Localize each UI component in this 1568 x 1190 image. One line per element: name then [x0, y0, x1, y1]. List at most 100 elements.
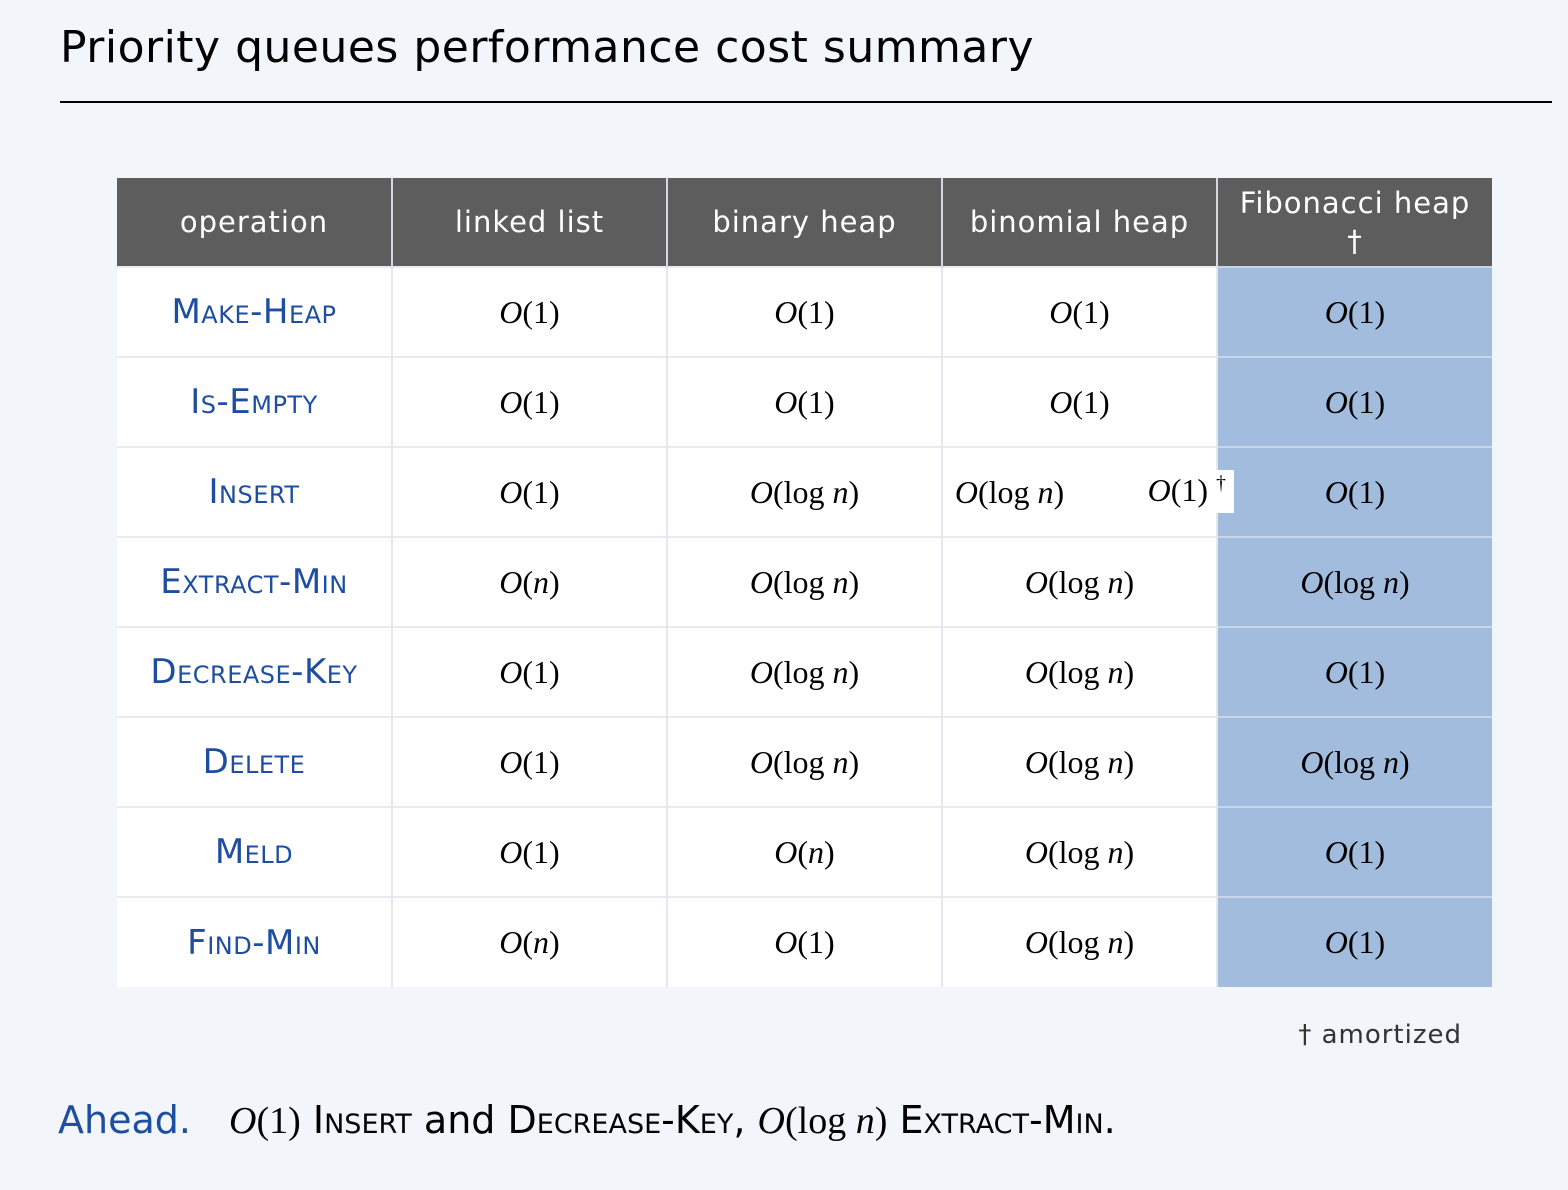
operation-name: Insert — [208, 472, 300, 512]
cost-cell-fib: O(1) — [1216, 896, 1492, 987]
annotation-dagger: † — [1216, 472, 1226, 494]
cost-value: O(log n) — [1024, 653, 1135, 690]
cost-value: O(1) — [1324, 924, 1386, 960]
ahead-op-2: Decrease-Key, — [507, 1098, 746, 1142]
cost-cell-binomial: O(log n) — [941, 536, 1217, 627]
operation-cell: Meld — [117, 806, 392, 897]
cost-value: O(1) — [1324, 473, 1386, 510]
cost-value: O(1) — [499, 653, 560, 690]
cost-cell-binomial: O(log n) O(1) † — [941, 446, 1234, 537]
cost-cell-binary: O(log n) — [666, 536, 942, 627]
cost-value: O(log n) — [1300, 563, 1410, 600]
operation-cell: Decrease-Key — [117, 626, 392, 717]
page-title: Priority queues performance cost summary — [60, 22, 1035, 73]
cost-cell-binary: O(1) — [666, 266, 942, 357]
operation-cell: Is-Empty — [117, 356, 392, 447]
header-fibonacci-heap: Fibonacci heap † — [1216, 178, 1492, 267]
cost-value: O(log n) — [1024, 563, 1135, 600]
ahead-and: and — [423, 1098, 496, 1142]
cost-value: O(1) — [1049, 383, 1110, 420]
cost-cell-binomial: O(1) — [941, 266, 1217, 357]
table-row: Extract-Min O(n) O(log n) O(log n) O(log n) — [117, 536, 1492, 627]
cost-cell-fib: O(1) — [1216, 446, 1492, 537]
operation-cell: Find-Min — [117, 896, 392, 987]
cost-value: O(log n) — [1024, 924, 1135, 960]
cost-cell-fib: O(log n) — [1216, 536, 1492, 627]
table-row: Insert O(1) O(log n) O(log n) O(1) † O(1) — [117, 446, 1492, 537]
cost-value: O(1) — [1324, 833, 1386, 870]
cost-cell-fib: O(log n) — [1216, 716, 1492, 807]
header-fibonacci-label: Fibonacci heap — [1239, 186, 1471, 220]
cost-value: O(1) — [774, 924, 835, 960]
cost-cell-linked: O(1) — [391, 716, 667, 807]
cost-cell-linked: O(1) — [391, 266, 667, 357]
cost-value: O(n) — [499, 563, 560, 600]
cost-value: O(1) — [499, 383, 560, 420]
table-row: Meld O(1) O(n) O(log n) O(1) — [117, 806, 1492, 897]
cost-cell-linked: O(1) — [391, 446, 667, 537]
operation-name: Meld — [214, 832, 294, 872]
amortized-footnote: † amortized — [1298, 1020, 1462, 1050]
binomial-amortized-annotation: O(1) † — [1137, 470, 1234, 513]
cost-value: O(1) — [499, 833, 560, 870]
ahead-note: Ahead. O(1) Insert and Decrease-Key, O(l… — [58, 1098, 1116, 1143]
ahead-op-3: Extract-Min. — [899, 1098, 1116, 1142]
cost-value: O(log n) — [954, 473, 1065, 510]
header-binomial-heap: binomial heap — [941, 178, 1217, 267]
cost-cell-linked: O(n) — [391, 536, 667, 627]
ahead-math-1: O(1) — [229, 1100, 301, 1142]
header-fibonacci-dagger: † — [1347, 224, 1363, 258]
cost-value: O(1) — [1324, 383, 1386, 420]
cost-value: O(n) — [499, 924, 560, 960]
table-row: Find-Min O(n) O(1) O(log n) O(1) — [117, 896, 1492, 987]
ahead-op-1: Insert — [312, 1098, 412, 1142]
cost-cell-binomial: O(log n) — [941, 716, 1217, 807]
cost-cell-binary: O(log n) — [666, 716, 942, 807]
title-rule — [60, 101, 1552, 103]
cost-value: O(1) — [499, 473, 560, 510]
cost-cell-fib: O(1) — [1216, 626, 1492, 717]
cost-value: O(1) — [774, 293, 835, 330]
ahead-lead: Ahead. — [58, 1098, 191, 1142]
cost-cell-linked: O(1) — [391, 806, 667, 897]
operation-name: Decrease-Key — [150, 652, 358, 692]
cost-value: O(1) — [774, 383, 835, 420]
cost-value: O(1) — [1049, 293, 1110, 330]
cost-table: operation linked list binary heap binomi… — [117, 178, 1492, 987]
cost-cell-binary: O(log n) — [666, 626, 942, 717]
cost-value: O(1) — [1324, 293, 1386, 330]
operation-name: Find-Min — [187, 922, 321, 963]
operation-cell: Delete — [117, 716, 392, 807]
cost-cell-binary: O(n) — [666, 806, 942, 897]
table-row: Delete O(1) O(log n) O(log n) O(log n) — [117, 716, 1492, 807]
ahead-math-2: O(log n) — [757, 1100, 888, 1142]
operation-cell: Extract-Min — [117, 536, 392, 627]
cost-value: O(n) — [774, 833, 835, 870]
cost-cell-fib: O(1) — [1216, 806, 1492, 897]
cost-value: O(log n) — [1300, 743, 1410, 780]
header-linked-list: linked list — [391, 178, 667, 267]
cost-value: O(log n) — [1024, 833, 1135, 870]
cost-value: O(1) — [1324, 653, 1386, 690]
cost-cell-binary: O(log n) — [666, 446, 942, 537]
cost-cell-fib: O(1) — [1216, 266, 1492, 357]
table-row: Is-Empty O(1) O(1) O(1) O(1) — [117, 356, 1492, 447]
operation-name: Extract-Min — [160, 562, 348, 602]
cost-cell-binary: O(1) — [666, 896, 942, 987]
table-row: Make-Heap O(1) O(1) O(1) O(1) — [117, 266, 1492, 357]
header-binary-heap: binary heap — [666, 178, 942, 267]
cost-cell-binomial: O(log n) — [941, 896, 1217, 987]
header-operation: operation — [117, 178, 392, 267]
cost-cell-fib: O(1) — [1216, 356, 1492, 447]
cost-cell-binomial: O(log n) — [941, 806, 1217, 897]
operation-cell: Make-Heap — [117, 266, 392, 357]
operation-name: Delete — [202, 742, 306, 782]
cost-cell-linked: O(n) — [391, 896, 667, 987]
cost-value: O(1) — [499, 743, 560, 780]
operation-name: Make-Heap — [171, 292, 337, 332]
cost-cell-binomial: O(log n) — [941, 626, 1217, 717]
cost-cell-binomial: O(1) — [941, 356, 1217, 447]
cost-cell-binary: O(1) — [666, 356, 942, 447]
cost-value: O(log n) — [749, 473, 860, 510]
cost-value: O(log n) — [749, 653, 860, 690]
